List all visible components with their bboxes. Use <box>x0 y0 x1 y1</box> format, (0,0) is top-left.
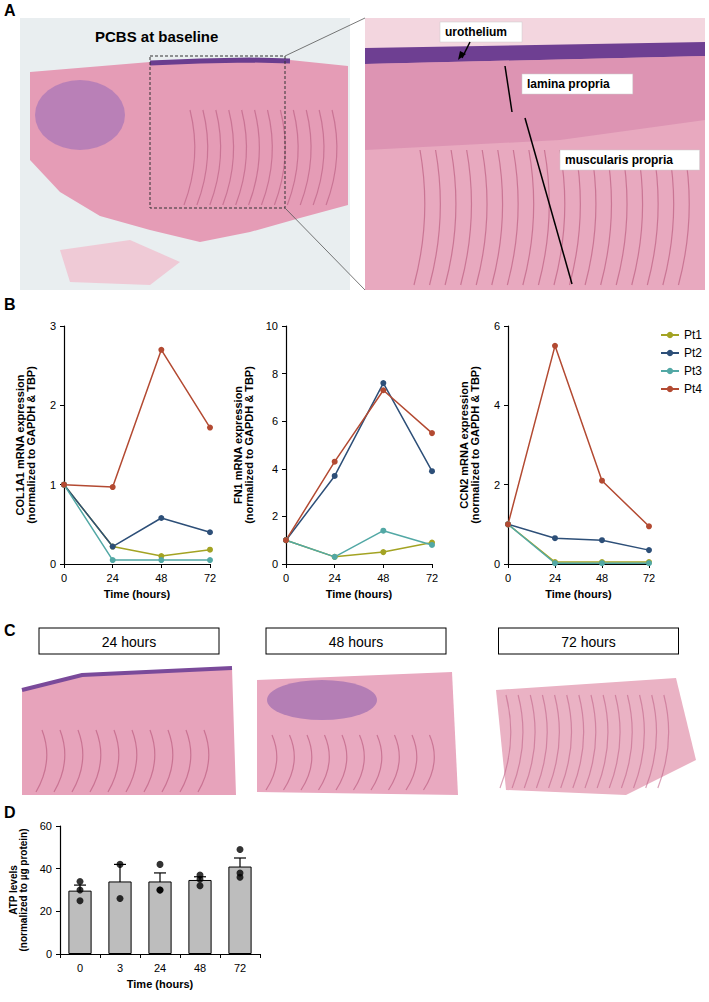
svg-text:urothelium: urothelium <box>445 25 507 39</box>
svg-text:B: B <box>4 296 16 313</box>
svg-text:24: 24 <box>329 572 341 584</box>
svg-text:72: 72 <box>234 962 246 974</box>
svg-text:C: C <box>4 622 16 639</box>
svg-text:0: 0 <box>505 572 511 584</box>
svg-text:FN1 mRNA expression: FN1 mRNA expression <box>232 385 245 505</box>
svg-text:muscularis propria: muscularis propria <box>565 153 673 167</box>
svg-text:48: 48 <box>377 572 389 584</box>
svg-text:Time (hours): Time (hours) <box>104 588 171 600</box>
svg-text:24: 24 <box>549 572 561 584</box>
svg-text:24: 24 <box>107 572 119 584</box>
svg-text:D: D <box>4 804 16 821</box>
svg-text:Pt3: Pt3 <box>684 364 702 378</box>
svg-text:4: 4 <box>272 463 278 475</box>
svg-text:ATP levels: ATP levels <box>8 865 20 915</box>
svg-text:Time (hours): Time (hours) <box>127 978 194 990</box>
svg-text:4: 4 <box>494 399 500 411</box>
svg-text:PCBS at baseline: PCBS at baseline <box>95 28 218 45</box>
svg-text:60: 60 <box>40 820 52 832</box>
svg-text:Pt2: Pt2 <box>684 346 702 360</box>
svg-text:0: 0 <box>61 572 67 584</box>
svg-text:0: 0 <box>77 962 83 974</box>
svg-text:0: 0 <box>46 948 52 960</box>
svg-text:2: 2 <box>50 399 56 411</box>
svg-text:Time (hours): Time (hours) <box>326 588 393 600</box>
svg-text:COL1A1 mRNA expression: COL1A1 mRNA expression <box>13 374 26 516</box>
svg-text:0: 0 <box>50 558 56 570</box>
svg-text:48: 48 <box>194 962 206 974</box>
svg-text:Time (hours): Time (hours) <box>545 588 612 600</box>
svg-text:lamina propria: lamina propria <box>527 77 610 91</box>
svg-text:(normalized to GAPDH & TBP): (normalized to GAPDH & TBP) <box>469 366 481 524</box>
svg-text:24: 24 <box>154 962 166 974</box>
svg-text:72: 72 <box>204 572 216 584</box>
svg-text:6: 6 <box>272 415 278 427</box>
svg-text:6: 6 <box>494 320 500 332</box>
svg-text:72: 72 <box>426 572 438 584</box>
svg-text:72: 72 <box>643 572 655 584</box>
svg-text:48 hours: 48 hours <box>329 634 383 650</box>
svg-text:1: 1 <box>50 479 56 491</box>
svg-text:3: 3 <box>117 962 123 974</box>
svg-text:24 hours: 24 hours <box>102 634 156 650</box>
svg-text:(normalized to µg protein): (normalized to µg protein) <box>18 829 29 952</box>
svg-text:0: 0 <box>494 558 500 570</box>
svg-text:48: 48 <box>596 572 608 584</box>
svg-text:3: 3 <box>50 320 56 332</box>
svg-text:2: 2 <box>494 479 500 491</box>
svg-text:0: 0 <box>283 572 289 584</box>
svg-text:20: 20 <box>40 905 52 917</box>
svg-text:Pt1: Pt1 <box>684 328 702 342</box>
svg-text:72 hours: 72 hours <box>561 634 615 650</box>
svg-text:40: 40 <box>40 863 52 875</box>
svg-text:CCN2 mRNA expression: CCN2 mRNA expression <box>457 381 470 509</box>
svg-text:Pt4: Pt4 <box>684 382 702 396</box>
svg-text:2: 2 <box>272 510 278 522</box>
svg-text:8: 8 <box>272 368 278 380</box>
svg-text:A: A <box>4 2 16 19</box>
svg-text:0: 0 <box>272 558 278 570</box>
svg-text:48: 48 <box>155 572 167 584</box>
svg-text:(normalized to GAPDH & TBP): (normalized to GAPDH & TBP) <box>25 366 37 524</box>
svg-text:(normalized to GAPDH & TBP): (normalized to GAPDH & TBP) <box>243 366 255 524</box>
svg-text:10: 10 <box>266 320 278 332</box>
